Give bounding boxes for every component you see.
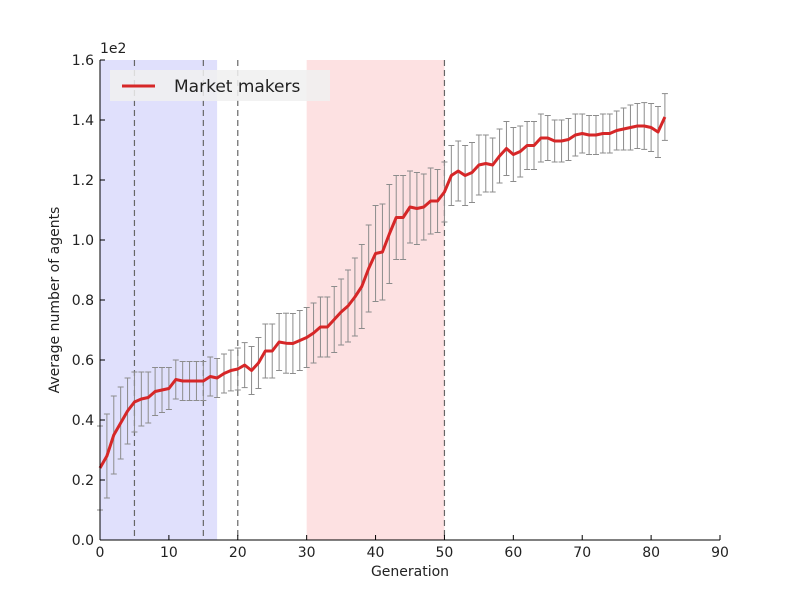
x-axis-label: Generation <box>371 564 449 580</box>
legend: Market makers <box>110 70 330 101</box>
y-tick-label: 0.8 <box>72 293 94 309</box>
x-tick-label: 0 <box>96 545 105 561</box>
shaded-region-0 <box>100 60 218 540</box>
x-tick-label: 30 <box>298 545 316 561</box>
y-tick-label: 1.6 <box>72 53 94 69</box>
y-tick-label: 0.2 <box>72 473 94 489</box>
x-tick-label: 70 <box>573 545 591 561</box>
x-tick-label: 60 <box>504 545 522 561</box>
shaded-regions <box>100 60 445 540</box>
x-tick-label: 90 <box>711 545 729 561</box>
y-tick-label: 1.0 <box>72 233 94 249</box>
y-tick-label: 0.6 <box>72 353 94 369</box>
y-tick-label: 1.4 <box>72 113 94 129</box>
x-tick-label: 10 <box>160 545 178 561</box>
y-axis-label: Average number of agents <box>47 207 63 394</box>
y-axis-multiplier: 1e2 <box>100 41 126 57</box>
y-tick-label: 0.4 <box>72 413 94 429</box>
axis-labels: Generation Average number of agents 1e2 <box>47 41 449 580</box>
series-lines <box>98 116 667 469</box>
y-tick-label: 0.0 <box>72 533 94 549</box>
x-tick-label: 50 <box>436 545 454 561</box>
tick-marks: 0 10 20 30 40 50 60 70 80 90 0.0 0.2 0.4 0.6 0.8 1.0 1.2… <box>72 53 729 561</box>
y-tick-label: 1.2 <box>72 173 94 189</box>
legend-label-market-makers: Market makers <box>174 77 301 97</box>
series-line-0 <box>98 116 667 469</box>
x-tick-label: 40 <box>367 545 385 561</box>
vertical-reference-lines <box>133 60 446 540</box>
x-tick-label: 20 <box>229 545 247 561</box>
x-tick-label: 80 <box>642 545 660 561</box>
